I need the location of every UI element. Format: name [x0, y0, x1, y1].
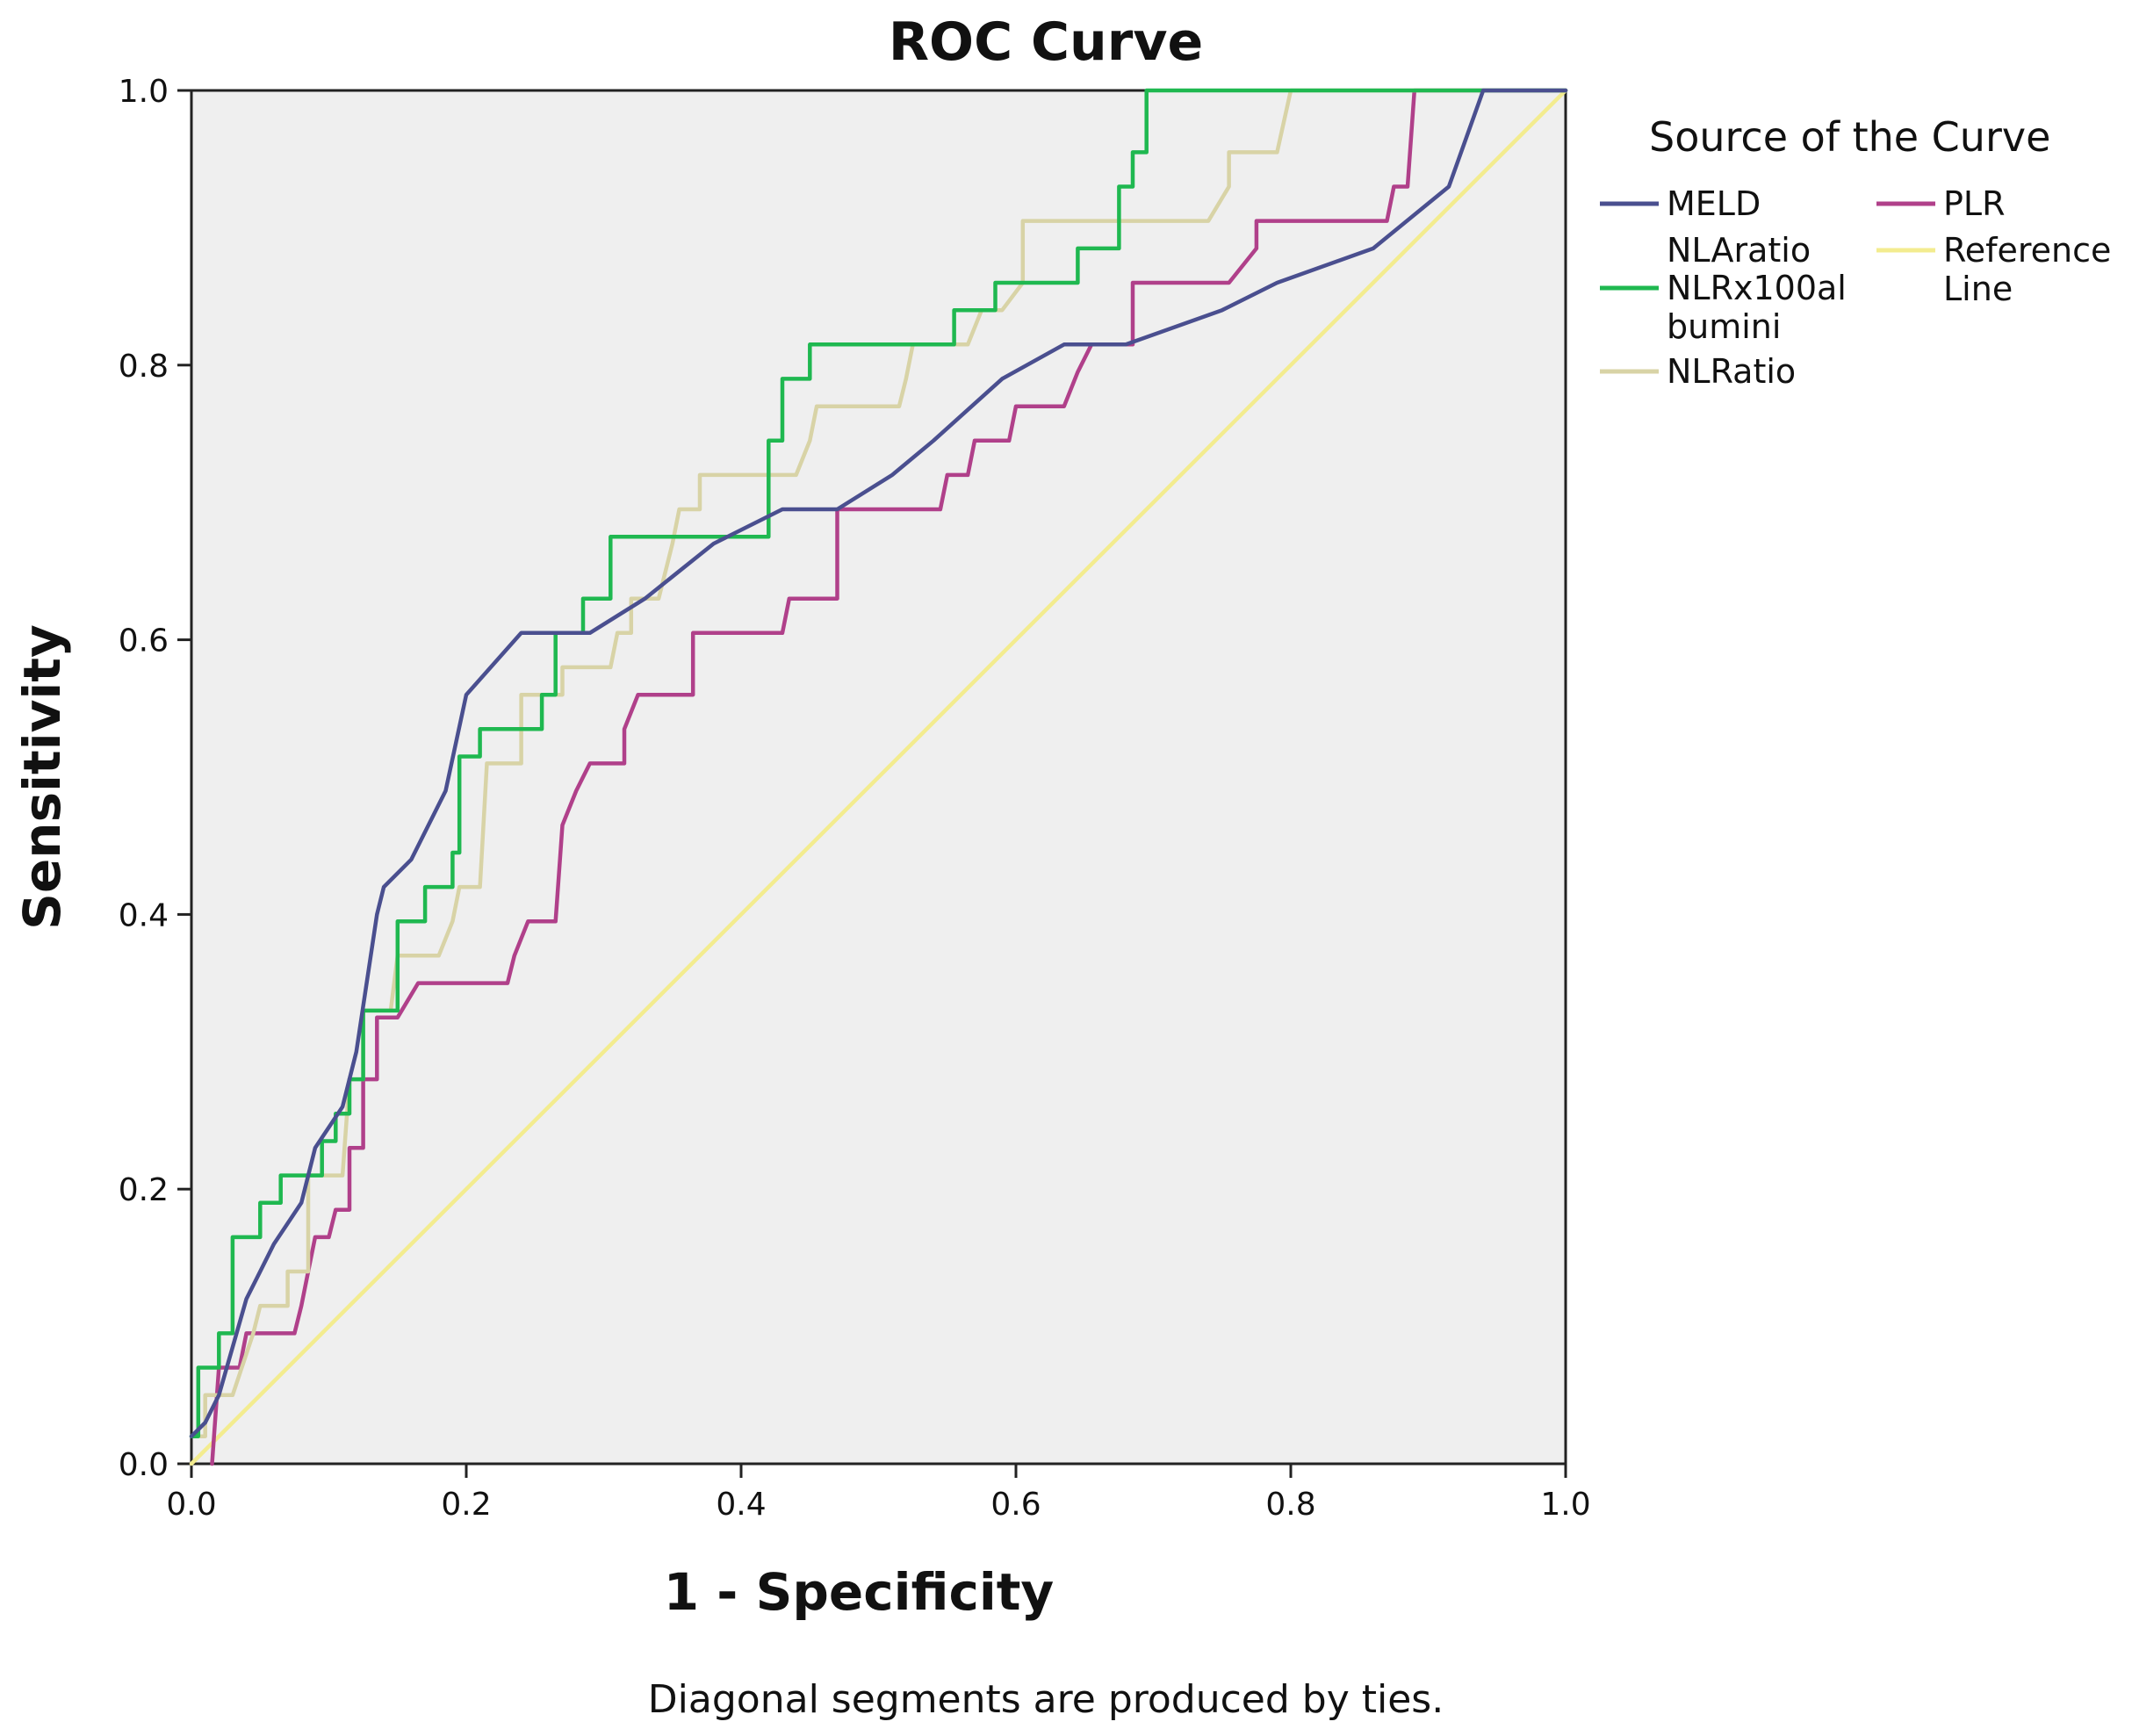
legend: Source of the Curve MELD NLAratioNLRx100a… — [1600, 113, 2111, 391]
y-tick-label: 0.4 — [119, 897, 169, 933]
series-line-reference-line — [189, 88, 1568, 1466]
y-tick-label: 0.8 — [119, 349, 169, 385]
legend-title: Source of the Curve — [1649, 113, 2050, 161]
legend-label-nlaratio: NLAratio — [1667, 231, 1811, 270]
series-line-meld — [189, 88, 1568, 1438]
y-tick-label: 0.2 — [119, 1172, 169, 1208]
x-axis: 0.0 0.2 0.4 0.6 0.8 1.0 — [166, 1464, 1591, 1523]
footnote: Diagonal segments are produced by ties. — [648, 1677, 1444, 1722]
x-tick-label: 0.8 — [1265, 1487, 1315, 1523]
x-tick-label: 1.0 — [1540, 1487, 1590, 1523]
series-layer — [189, 88, 1568, 1466]
y-axis: 0.0 0.2 0.4 0.6 0.8 1.0 — [119, 74, 191, 1483]
legend-label-reference-line: Reference Line — [1943, 231, 2111, 308]
chart-title: ROC Curve — [889, 11, 1203, 73]
y-tick-label: 0.0 — [119, 1447, 169, 1483]
series-line-plr — [210, 88, 1568, 1466]
legend-label-nlratio: NLRatio — [1667, 352, 1796, 391]
legend-label-plr: PLR — [1943, 184, 2006, 223]
legend-label-nlrx100albumini: NLRx100al bumini — [1667, 269, 1847, 346]
legend-label-meld: MELD — [1667, 184, 1761, 223]
y-tick-label: 1.0 — [119, 74, 169, 110]
x-axis-label: 1 - Specificity — [664, 1562, 1055, 1622]
x-tick-label: 0.0 — [166, 1487, 216, 1523]
series-line-nlrx100albumini — [189, 88, 1568, 1438]
y-axis-label: Sensitivity — [12, 624, 72, 930]
x-tick-label: 0.2 — [441, 1487, 491, 1523]
y-tick-label: 0.6 — [119, 623, 169, 659]
x-tick-label: 0.6 — [990, 1487, 1041, 1523]
x-tick-label: 0.4 — [716, 1487, 766, 1523]
